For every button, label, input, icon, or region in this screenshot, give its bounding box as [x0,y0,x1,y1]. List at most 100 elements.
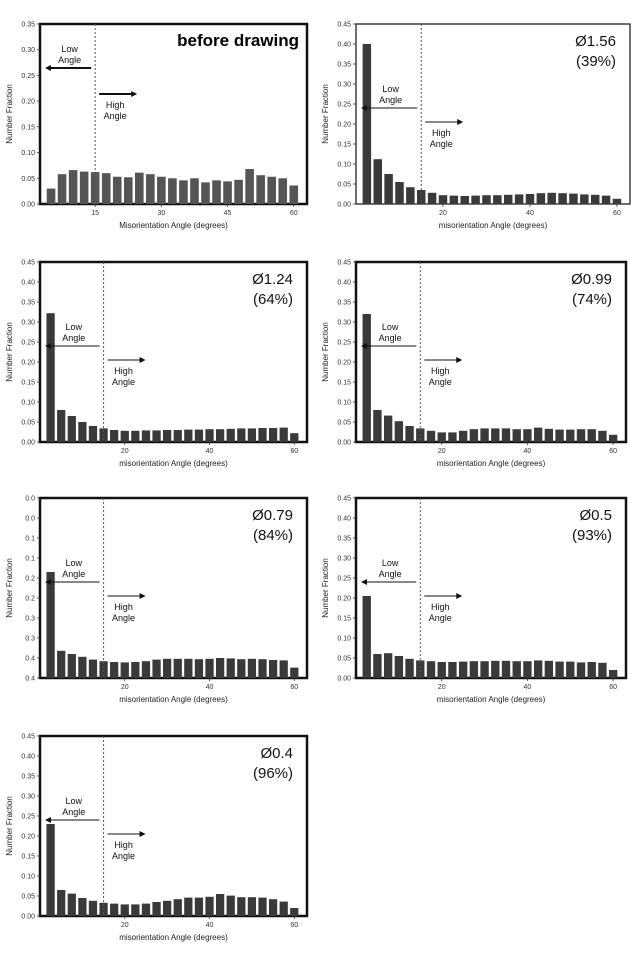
x-tick-label: 60 [609,448,617,455]
high-angle-arrowhead [139,357,146,363]
plot-frame [354,260,628,444]
y-tick-label: 0.10 [21,874,35,881]
histogram-bar [110,662,119,678]
y-axis-label: Number Fraction [321,558,330,618]
x-axis-label: misorientation Angle (degrees) [437,459,546,468]
histogram-bar [458,661,468,678]
diameter-label: Ø0.79 [252,507,293,524]
x-tick-label: 20 [438,448,446,455]
y-tick-label: 0.2 [25,576,35,583]
high-angle-label: Angle [112,613,135,623]
y-tick-label: 0.20 [337,596,351,603]
high-angle-label: High [431,366,450,376]
histogram-bar [120,904,129,916]
histogram-bar [268,428,278,442]
histogram-bar [480,428,489,442]
y-axis-label: Number Fraction [5,84,14,144]
histogram-bar [555,661,564,678]
high-angle-label: High [114,840,133,850]
x-tick-label: 20 [121,684,129,691]
y-tick-label: 0.00 [337,676,351,683]
histogram-bar [279,427,288,442]
histogram-bar [88,426,98,442]
histogram-bar [237,659,246,678]
histogram-bar [482,195,491,204]
histogram-bar [533,427,543,442]
high-angle-arrowhead [131,91,138,97]
low-angle-arrowhead [45,579,51,585]
histogram-bar [215,894,225,916]
y-tick-label: 0.25 [21,340,35,347]
high-angle-label: Angle [429,377,452,387]
y-tick-label: 0.25 [337,576,351,583]
histogram-bar [134,172,144,204]
histogram-bar [566,661,575,678]
x-tick-label: 60 [290,448,298,455]
histogram-bar [258,428,267,442]
y-tick-label: 0.35 [337,62,351,69]
histogram-bar [503,194,513,204]
histogram-bar [46,313,55,442]
histogram-bar [569,193,578,204]
histogram-bar [405,658,414,678]
histogram-bar [173,430,182,442]
x-tick-label: 20 [438,684,446,691]
histogram-bar [141,903,151,916]
histogram-bar [268,899,278,916]
histogram-bar [245,169,254,204]
y-tick-label: 0.35 [21,22,35,29]
high-angle-label: High [431,602,450,612]
y-tick-label: 0.30 [21,320,35,327]
histogram-bar [544,428,554,442]
x-tick-label: 60 [613,210,621,217]
x-tick-label: 15 [91,210,99,217]
histogram-bar [558,193,567,204]
histogram-bar [523,661,532,678]
y-tick-label: 0.10 [337,400,351,407]
low-angle-arrowhead [45,65,51,71]
y-tick-label: 0.05 [337,420,351,427]
histogram-bar [157,176,166,204]
y-tick-label: 0.40 [337,42,351,49]
chart-panel-6: 0.00 0.05 0.10 0.15 0.20 0.25 0.30 0.35 0.40 0.45… [318,494,634,716]
histogram-bar [501,428,511,442]
histogram-bar [289,185,299,204]
histogram-bar [469,661,479,678]
y-tick-label: 0.45 [337,22,351,29]
histogram-bar [493,195,502,204]
y-axis-label: Number Fraction [321,84,330,144]
histogram-bar [226,895,235,916]
y-tick-label: 0.45 [21,260,35,267]
x-tick-label: 60 [290,684,298,691]
y-tick-label: 0.1 [25,556,35,563]
y-tick-label: 0.35 [337,536,351,543]
y-tick-label: 0.05 [337,656,351,663]
x-tick-label: 30 [157,210,165,217]
y-tick-label: 0.35 [21,774,35,781]
histogram-bar [234,179,243,204]
histogram-bar [471,195,480,204]
histogram-bar [576,429,586,442]
x-tick-label: 40 [206,684,214,691]
histogram-bar [223,181,232,204]
x-axis-label: misorientation Angle (degrees) [119,459,228,468]
y-tick-label: 0.30 [337,320,351,327]
histogram-bar [268,660,278,678]
chart-svg: 0.4 0.4 0.3 0.3 0.2 0.2 0.1 0.1 0.0 0.0 20 40 60 miso… [5,496,309,704]
low-angle-arrowhead [361,343,367,349]
y-axis-label: Number Fraction [5,322,14,382]
histogram-bar [491,660,500,678]
histogram-bar [163,658,172,678]
y-tick-label: 0.20 [21,834,35,841]
y-tick-label: 0.15 [337,380,351,387]
low-angle-label: Low [382,558,399,568]
histogram-bar [448,432,457,442]
histogram-bar [57,650,66,678]
x-tick-label: 45 [224,210,232,217]
y-tick-label: 0.3 [25,616,35,623]
chart-panel-7: 0.00 0.05 0.10 0.15 0.20 0.25 0.30 0.35 0.40 0.45… [2,732,315,954]
low-angle-label: Angle [62,569,85,579]
reduction-label: (96%) [253,765,293,782]
histogram-bar [212,180,221,204]
histogram-bar [46,188,56,204]
